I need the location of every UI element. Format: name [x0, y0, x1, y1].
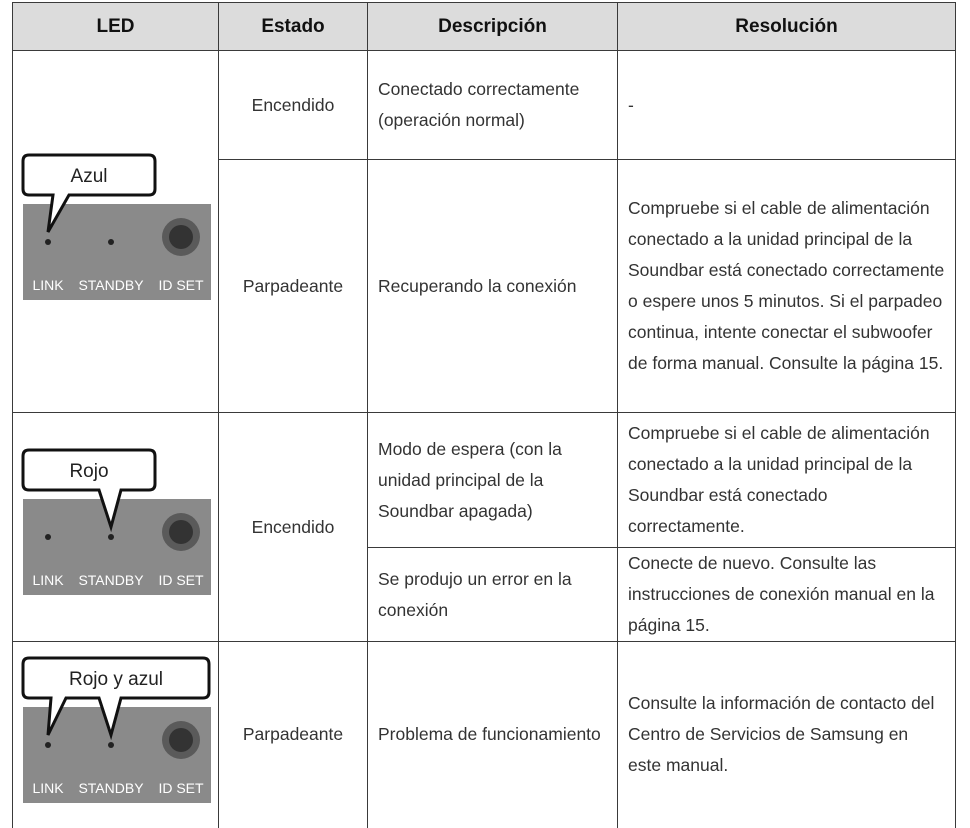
row: Se produjo un error en la conexión Conec…	[13, 547, 956, 642]
callout: Rojo	[69, 461, 108, 482]
cell: Recuperando la conexión	[367, 159, 618, 413]
header-cell: Resolución	[617, 2, 956, 51]
cell: Compruebe si el cable de alimentación co…	[617, 412, 956, 548]
cell: Parpadeante	[218, 641, 368, 828]
panel-label: LINK	[32, 780, 64, 796]
row: Parpadeante Recuperando la conexión Comp…	[13, 159, 956, 413]
callout: Rojo y azul	[69, 669, 163, 690]
panel-label: LINK	[32, 572, 64, 588]
panel-label: STANDBY	[78, 277, 144, 293]
led-panel: Azul LINK STANDBY ID SET	[21, 153, 211, 300]
cell: Conecte de nuevo. Consulte las instrucci…	[617, 547, 956, 642]
cell: Compruebe si el cable de alimentación co…	[617, 159, 956, 413]
led-table: LED Estado Descripción Resolución Azul L…	[12, 2, 956, 828]
cell: Consulte la información de contacto del …	[617, 641, 956, 828]
led-panel: Rojo LINK STANDBY ID SET	[21, 448, 211, 595]
cell: Encendido	[218, 412, 368, 642]
cell: Parpadeante	[218, 159, 368, 413]
panel-label: ID SET	[158, 277, 204, 293]
led-cell: Azul LINK STANDBY ID SET	[12, 50, 219, 413]
panel-label: ID SET	[158, 780, 204, 796]
row: Rojo y azul LINK STANDBY ID SET Parpadea…	[12, 641, 956, 828]
header-cell: Estado	[218, 2, 368, 51]
led-cell: Rojo LINK STANDBY ID SET	[12, 412, 219, 642]
cell: Problema de funcionamiento	[367, 641, 618, 828]
header-cell: LED	[12, 2, 219, 51]
panel-label: STANDBY	[78, 780, 144, 796]
cell: Conectado correctamente (operación norma…	[367, 50, 618, 160]
cell: -	[617, 50, 956, 160]
led-cell: Rojo y azul LINK STANDBY ID SET	[12, 641, 219, 828]
callout: Azul	[71, 166, 108, 187]
panel-label: STANDBY	[78, 572, 144, 588]
header-cell: Descripción	[367, 2, 618, 51]
led-panel: Rojo y azul LINK STANDBY ID SET	[21, 656, 211, 803]
row: Rojo LINK STANDBY ID SET Encendido Modo …	[12, 412, 956, 642]
panel-label: ID SET	[158, 572, 204, 588]
cell: Encendido	[218, 50, 368, 160]
cell: Modo de espera (con la unidad principal …	[367, 412, 618, 548]
panel-label: LINK	[32, 277, 64, 293]
cell: Se produjo un error en la conexión	[367, 547, 618, 642]
row: Azul LINK STANDBY ID SET Encendido Conec…	[12, 50, 956, 413]
header-row: LED Estado Descripción Resolución	[12, 2, 956, 51]
